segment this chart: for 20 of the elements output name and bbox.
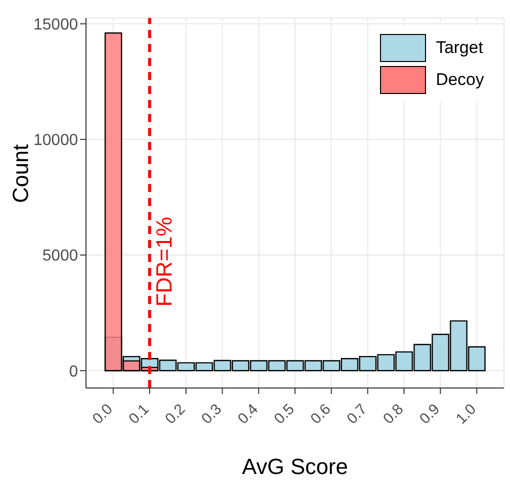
x-tick-label: 0.2 [162,400,189,428]
y-tick-label: 0 [69,363,78,380]
y-axis-title: Count [8,144,33,203]
y-tick-label: 10000 [34,132,78,150]
x-tick-label: 0.5 [271,400,298,428]
x-tick-label: 0.3 [198,400,226,428]
x-tick-label: 0.0 [89,400,116,428]
x-tick-label: 0.7 [344,400,371,428]
x-tick-label: 0.4 [234,400,262,428]
x-axis-title: AvG Score [242,454,348,479]
x-tick-label: 0.6 [307,400,334,428]
x-tick-label: 0.1 [126,400,152,428]
y-tick-label: 5000 [42,248,78,265]
legend-label: Target [436,38,484,58]
x-tick-label: 1.0 [452,400,480,428]
legend-label: Decoy [436,70,484,90]
y-tick-label: 15000 [34,16,78,34]
x-tick-label: 0.9 [416,400,444,428]
x-tick-label: 0.8 [380,400,407,428]
annotation: FDR=1% [152,216,177,307]
